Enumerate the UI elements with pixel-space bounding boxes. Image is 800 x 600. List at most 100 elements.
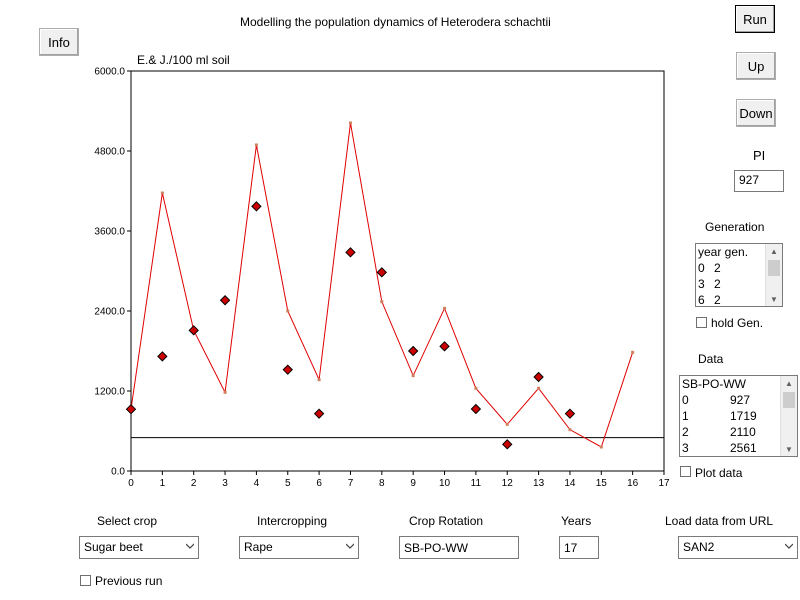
run-button[interactable]: Run	[735, 5, 775, 33]
data-header: SB-PO-WW	[682, 377, 746, 391]
observed-point	[251, 201, 262, 212]
model-point	[348, 121, 352, 125]
select-crop-label: Select crop	[97, 514, 158, 528]
generation-header: year gen.	[698, 245, 749, 259]
population-chart: E.& J./100 ml soil 0.0 1200.0 2400.0 3600.0…	[94, 53, 670, 489]
x-tick-label: 9	[410, 478, 416, 489]
previous-run-checkbox[interactable]	[80, 575, 91, 586]
model-point	[505, 422, 509, 426]
chevron-down-icon	[785, 543, 793, 549]
x-tick-label: 4	[254, 478, 260, 489]
observed-point	[125, 403, 137, 415]
data-list[interactable]: SB-PO-WW 0 927 1 1719 2 2110 3 2561 ▲ ▼	[679, 375, 798, 457]
observed-point	[282, 364, 293, 375]
chevron-down-icon	[186, 543, 194, 549]
list-item-value: 2110	[730, 425, 756, 439]
list-item[interactable]: 2 2110	[680, 424, 797, 440]
scroll-thumb[interactable]	[768, 260, 780, 276]
hold-gen-checkbox[interactable]	[696, 317, 707, 328]
x-tick-label: 13	[533, 478, 545, 489]
select-crop-value: Sugar beet	[84, 540, 143, 554]
model-point	[254, 143, 258, 147]
years-label: Years	[561, 514, 592, 528]
intercropping-label: Intercropping	[257, 514, 328, 528]
x-tick-label: 12	[502, 478, 514, 489]
select-crop-dropdown[interactable]: Sugar beet	[79, 536, 199, 559]
y-tick-label: 0.0	[111, 467, 125, 478]
x-tick-label: 17	[658, 478, 670, 489]
list-item-key: 0	[682, 393, 689, 407]
crop-rotation-label: Crop Rotation	[409, 514, 484, 528]
scroll-up-icon[interactable]: ▲	[770, 246, 778, 256]
hold-gen-label: hold Gen.	[711, 316, 764, 330]
x-tick-label: 8	[379, 478, 385, 489]
model-point	[474, 386, 478, 390]
generation-label: Generation	[705, 220, 765, 234]
x-tick-label: 16	[627, 478, 639, 489]
observed-point	[313, 408, 325, 419]
scroll-down-icon[interactable]: ▼	[770, 294, 778, 304]
list-item[interactable]: 1 1719	[680, 408, 797, 424]
up-button[interactable]: Up	[736, 52, 776, 80]
observed-point	[439, 341, 450, 352]
list-item-key: 1	[682, 409, 689, 423]
model-point	[380, 300, 384, 304]
intercropping-dropdown[interactable]: Rape	[239, 536, 359, 559]
x-tick-label: 5	[285, 478, 291, 489]
model-point	[599, 445, 603, 449]
list-item-value: 2	[714, 261, 721, 275]
observed-point	[157, 351, 168, 362]
observed-point	[470, 403, 482, 415]
scroll-thumb[interactable]	[783, 392, 795, 408]
plot-data-checkbox[interactable]	[680, 466, 691, 477]
y-tick-label: 4800.0	[94, 147, 125, 158]
list-item-key: 6	[698, 293, 705, 307]
generation-scrollbar[interactable]: ▲ ▼	[765, 244, 782, 306]
list-item[interactable]: 0 927	[680, 392, 797, 408]
crop-rotation-input[interactable]: SB-PO-WW	[399, 536, 519, 559]
list-item-key: 2	[682, 425, 689, 439]
load-url-value: SAN2	[683, 540, 715, 554]
scroll-up-icon[interactable]: ▲	[785, 378, 793, 388]
model-point	[568, 428, 572, 432]
intercropping-value: Rape	[244, 540, 273, 554]
pi-label: PI	[753, 148, 766, 163]
plot-area	[130, 70, 665, 472]
x-tick-label: 15	[596, 478, 608, 489]
scroll-down-icon[interactable]: ▼	[785, 444, 793, 454]
model-point	[411, 374, 415, 378]
observed-point	[407, 345, 419, 357]
model-point	[631, 350, 635, 354]
list-item-value: 2	[714, 277, 721, 291]
list-item-value: 927	[730, 393, 751, 407]
y-tick-label: 2400.0	[94, 307, 125, 318]
list-item-value: 2	[714, 293, 721, 307]
model-point	[160, 191, 164, 195]
model-point	[286, 309, 290, 313]
data-scrollbar[interactable]: ▲ ▼	[780, 376, 797, 456]
observed-point	[564, 408, 576, 419]
plot-data-label: Plot data	[695, 466, 743, 480]
y-axis-label: E.& J./100 ml soil	[137, 53, 230, 67]
down-button[interactable]: Down	[736, 99, 776, 127]
info-button[interactable]: Info	[39, 28, 79, 56]
load-url-dropdown[interactable]: SAN2	[678, 536, 798, 559]
x-tick-label: 6	[316, 478, 322, 489]
years-input[interactable]: 17	[559, 536, 599, 559]
list-item[interactable]: 3 2561	[680, 440, 797, 456]
x-tick-label: 7	[348, 478, 354, 489]
data-label: Data	[698, 352, 724, 366]
x-tick-label: 10	[439, 478, 451, 489]
list-item-key: 0	[698, 261, 705, 275]
list-item-key: 3	[698, 277, 705, 291]
chevron-down-icon	[346, 543, 354, 549]
pi-input[interactable]: 927	[734, 170, 784, 192]
load-url-label: Load data from URL	[665, 514, 774, 528]
observed-point	[502, 439, 513, 450]
observed-point	[345, 247, 356, 258]
observed-point	[219, 295, 231, 306]
